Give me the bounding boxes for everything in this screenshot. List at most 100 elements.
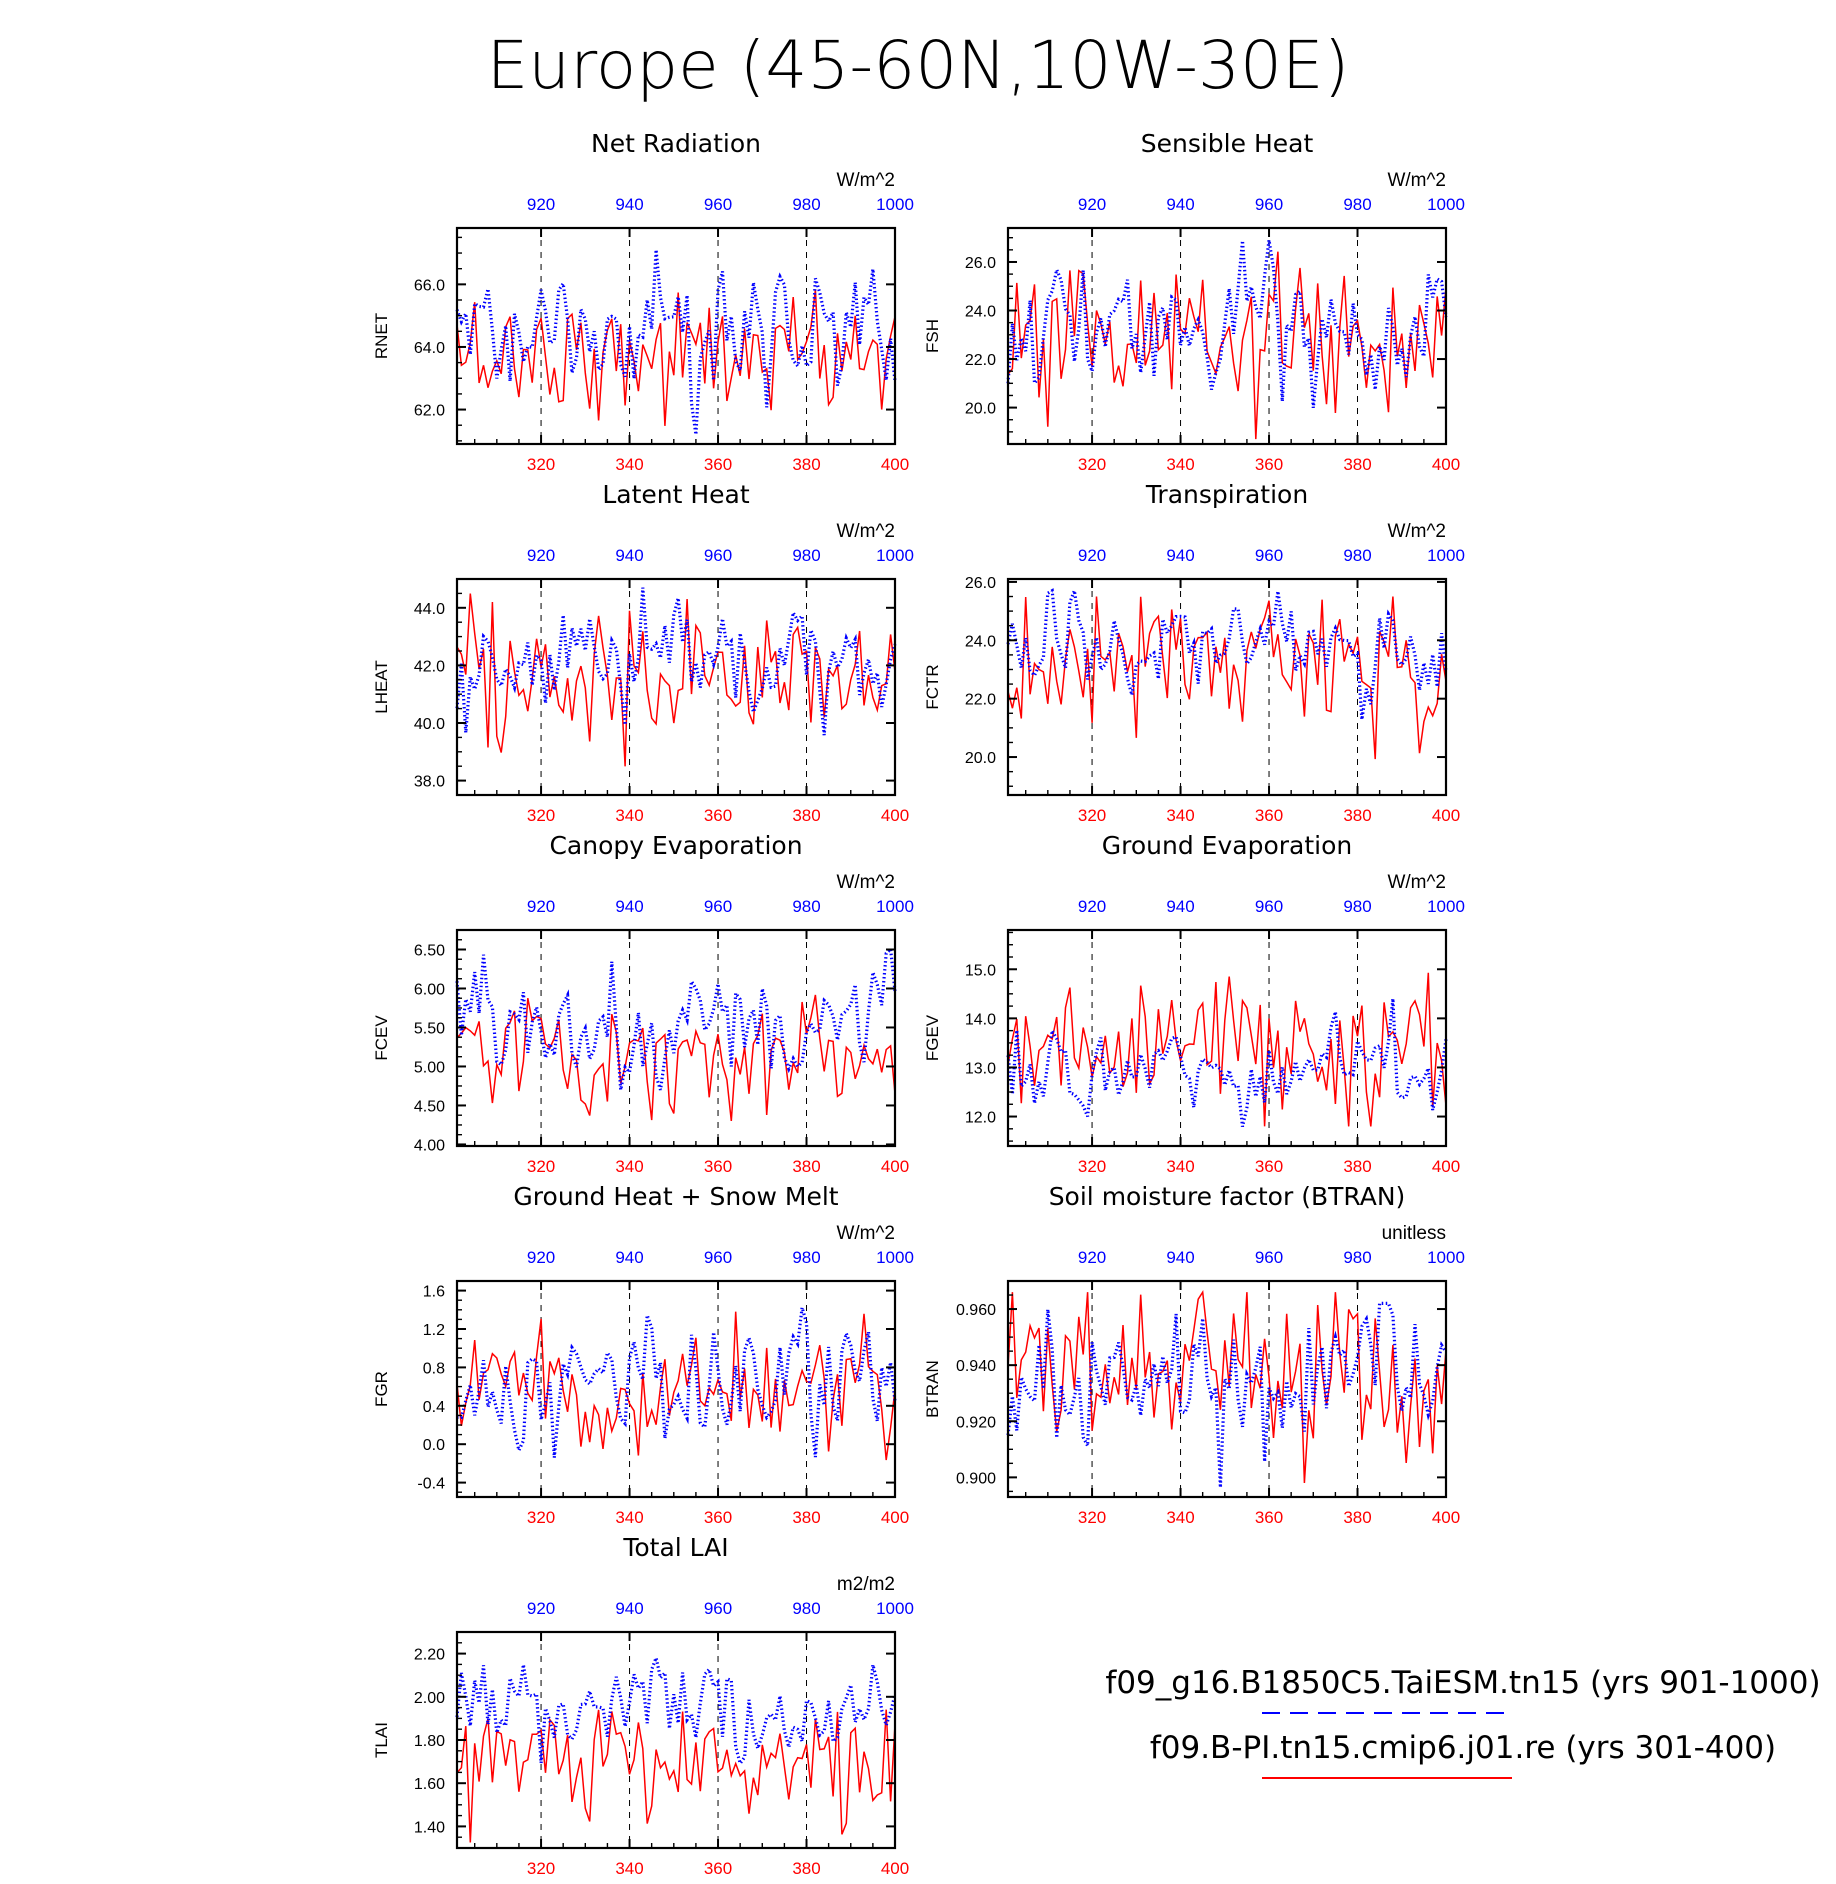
x-tick-label-bottom: 340 (615, 1859, 643, 1878)
x-tick-label-bottom: 400 (881, 806, 909, 825)
series-line-case (456, 1307, 897, 1458)
series-line-control (1007, 1290, 1447, 1484)
y-tick-label: 6.00 (414, 981, 445, 998)
panel-ground-evaporation: Ground Evaporation W/m^2 FGEV 12.0 13.0 14.0 1… (923, 831, 1465, 1176)
x-tick-label-bottom: 340 (615, 1157, 643, 1176)
y-axis-label: FCTR (923, 664, 942, 709)
x-tick-label-top: 1000 (876, 195, 914, 214)
y-tick-label: 13.0 (965, 1060, 996, 1077)
y-tick-label: 44.0 (414, 601, 445, 618)
series-line-control (1007, 972, 1447, 1127)
series-line-case (455, 249, 897, 435)
x-tick-label-bottom: 320 (1078, 806, 1106, 825)
x-tick-label-top: 920 (527, 1599, 555, 1618)
x-tick-label-bottom: 320 (527, 455, 555, 474)
x-tick-label-bottom: 340 (615, 1508, 643, 1527)
x-tick-label-top: 940 (615, 1599, 643, 1618)
series-line-control (456, 1709, 896, 1843)
x-tick-label-bottom: 380 (792, 1859, 820, 1878)
x-tick-label-top: 940 (615, 195, 643, 214)
panel-ground-heat-snow-melt: Ground Heat + Snow Melt W/m^2 FGR -0.4 0.0 0.… (372, 1182, 914, 1527)
x-tick-label-bottom: 320 (527, 806, 555, 825)
y-tick-label: 0.8 (423, 1360, 445, 1377)
panel-transpiration: Transpiration W/m^2 FCTR 20.0 22.0 24.0 26.0 32… (923, 480, 1465, 825)
panel-title: Soil moisture factor (BTRAN) (1049, 1182, 1406, 1211)
x-tick-label-bottom: 320 (1078, 455, 1106, 474)
y-tick-label: 2.00 (414, 1690, 445, 1707)
x-tick-label-top: 940 (1166, 897, 1194, 916)
y-tick-label: 5.50 (414, 1020, 445, 1037)
y-tick-label: 40.0 (414, 716, 445, 733)
plot-frame (455, 928, 897, 1148)
y-tick-label: 64.0 (414, 340, 445, 357)
plot-frame (455, 1279, 897, 1499)
series-line-case (1006, 998, 1448, 1128)
units-label: W/m^2 (836, 1223, 895, 1244)
x-tick-label-top: 920 (527, 897, 555, 916)
y-tick-label: 0.4 (423, 1399, 445, 1416)
y-tick-label: 4.00 (414, 1137, 445, 1154)
x-tick-label-bottom: 340 (1166, 806, 1194, 825)
y-tick-label: 26.0 (965, 255, 996, 272)
series-line-control (456, 289, 896, 426)
x-tick-label-top: 960 (1255, 897, 1283, 916)
y-axis-label: TLAI (372, 1722, 391, 1758)
plot-frame (1006, 928, 1448, 1148)
y-tick-label: 0.920 (956, 1414, 996, 1431)
x-tick-label-bottom: 340 (1166, 1508, 1194, 1527)
y-tick-label: 0.0 (423, 1437, 445, 1454)
y-axis-label: FGEV (923, 1014, 942, 1061)
x-tick-label-top: 1000 (876, 1599, 914, 1618)
x-tick-label-bottom: 400 (881, 455, 909, 474)
x-tick-label-bottom: 400 (1432, 806, 1460, 825)
series-line-control (456, 1311, 896, 1461)
y-tick-label: 42.0 (414, 658, 445, 675)
x-tick-label-top: 980 (1343, 195, 1371, 214)
panel-soil-moisture-factor-btran: Soil moisture factor (BTRAN) unitless BTRA… (923, 1182, 1465, 1527)
panel-title: Transpiration (1145, 480, 1308, 509)
y-tick-label: 4.50 (414, 1098, 445, 1115)
y-tick-label: 24.0 (965, 633, 996, 650)
panel-net-radiation: Net Radiation W/m^2 RNET 62.0 64.0 66.0 320 340… (372, 129, 914, 474)
plot-frame (1006, 226, 1448, 446)
x-tick-label-top: 980 (792, 1248, 820, 1267)
y-tick-label: 26.0 (965, 575, 996, 592)
x-tick-label-top: 920 (1078, 897, 1106, 916)
series-line-case (1006, 239, 1448, 409)
x-tick-label-top: 920 (527, 1248, 555, 1267)
y-tick-label: 14.0 (965, 1011, 996, 1028)
x-tick-label-bottom: 360 (704, 455, 732, 474)
x-tick-label-top: 960 (1255, 546, 1283, 565)
x-tick-label-top: 960 (704, 897, 732, 916)
x-tick-label-top: 1000 (876, 546, 914, 565)
x-tick-label-top: 940 (615, 1248, 643, 1267)
x-tick-label-top: 920 (1078, 1248, 1106, 1267)
x-tick-label-bottom: 380 (1343, 455, 1371, 474)
panel-title: Net Radiation (591, 129, 761, 158)
y-tick-label: -0.4 (417, 1476, 445, 1493)
panel-canopy-evaporation: Canopy Evaporation W/m^2 FCEV 4.00 4.50 5.00 5… (372, 831, 914, 1176)
x-tick-label-bottom: 380 (792, 455, 820, 474)
y-axis-label: LHEAT (372, 660, 391, 714)
x-tick-label-top: 960 (1255, 1248, 1283, 1267)
x-tick-label-bottom: 400 (881, 1157, 909, 1176)
x-tick-label-top: 1000 (1427, 897, 1465, 916)
x-tick-label-bottom: 340 (1166, 455, 1194, 474)
panel-title: Ground Heat + Snow Melt (513, 1182, 838, 1211)
x-tick-label-top: 920 (1078, 195, 1106, 214)
x-tick-label-bottom: 360 (1255, 1508, 1283, 1527)
x-tick-label-top: 980 (1343, 1248, 1371, 1267)
x-tick-label-bottom: 320 (1078, 1508, 1106, 1527)
x-tick-label-top: 940 (615, 897, 643, 916)
plot-frame (455, 577, 897, 797)
y-tick-label: 20.0 (965, 750, 996, 767)
units-label: m2/m2 (837, 1574, 895, 1595)
figure-title: Europe (45-60N,10W-30E) (487, 27, 1350, 104)
series-line-control (1007, 251, 1447, 440)
units-label: W/m^2 (836, 521, 895, 542)
y-tick-label: 66.0 (414, 277, 445, 294)
panel-title: Latent Heat (602, 480, 750, 509)
x-tick-label-top: 980 (1343, 897, 1371, 916)
series-line-control (1007, 596, 1447, 760)
x-tick-label-top: 960 (704, 1599, 732, 1618)
